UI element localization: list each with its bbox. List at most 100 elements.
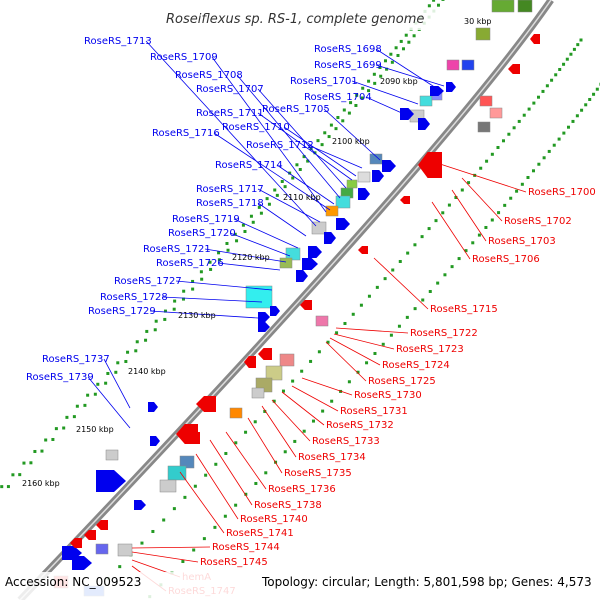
- track-dot-inner: [434, 219, 438, 223]
- track-dot-inner: [224, 451, 228, 455]
- track-dot-outer: [404, 33, 408, 37]
- forward-gene-arrow: [324, 232, 336, 244]
- track-dot-inner: [253, 420, 257, 424]
- gene-feature-box: [179, 455, 195, 469]
- gene-feature-box: [517, 0, 533, 13]
- track-dot-inner: [541, 89, 545, 93]
- track-dot-inner: [343, 321, 347, 325]
- track-dot-outer: [182, 289, 186, 293]
- track-dot-inner2: [283, 450, 287, 454]
- track-dot-outer2: [320, 143, 324, 147]
- track-dot-inner: [367, 294, 371, 298]
- gene-feature-box: [475, 27, 491, 41]
- track-dot-outer2: [396, 53, 400, 57]
- track-dot-outer2: [441, 0, 445, 1]
- reverse-label-line: [271, 399, 311, 442]
- track-dot-outer: [199, 270, 203, 274]
- reverse-label-line: [439, 163, 527, 193]
- gene-features: [53, 0, 540, 597]
- track-dot-outer: [432, 0, 436, 2]
- track-dot-inner: [447, 203, 451, 207]
- track-dot-outer: [273, 188, 277, 192]
- track-dot-inner: [375, 285, 379, 289]
- track-dot-outer: [154, 319, 158, 323]
- track-dot-inner: [467, 181, 471, 185]
- track-dot-inner: [550, 78, 554, 82]
- track-dot-inner: [517, 119, 521, 123]
- forward-gene-label: RoseRS_1709: [150, 52, 218, 63]
- track-dot-inner: [579, 38, 583, 42]
- forward-label-line: [351, 80, 419, 105]
- forward-gene-label: RoseRS_1714: [215, 160, 283, 171]
- track-dot-outer2: [62, 426, 66, 430]
- track-dot-outer2: [243, 229, 247, 233]
- reverse-gene-label: RoseRS_1706: [472, 254, 540, 265]
- forward-label-line: [307, 144, 363, 169]
- track-dot-outer2: [347, 111, 351, 115]
- gene-feature-box: [335, 195, 351, 209]
- reverse-label-line: [247, 417, 283, 474]
- track-dot-inner: [441, 211, 445, 215]
- forward-gene-arrow: [72, 556, 92, 570]
- track-dot-outer2: [51, 437, 55, 441]
- reverse-gene-arrow: [244, 356, 256, 368]
- track-dot-outer: [399, 39, 403, 43]
- gene-feature-box: [285, 247, 301, 261]
- forward-gene-arrow: [336, 218, 350, 230]
- track-dot-inner: [532, 101, 536, 105]
- track-dot-outer: [225, 241, 229, 245]
- reverse-label-line: [329, 337, 381, 366]
- track-dot-inner: [454, 195, 458, 199]
- kbp-label: 2090 kbp: [380, 77, 418, 86]
- map-title: Roseiflexus sp. RS-1, complete genome: [166, 12, 424, 27]
- gene-feature-box: [279, 257, 293, 269]
- track-dot-outer: [394, 46, 398, 50]
- track-dot-outer2: [306, 159, 310, 163]
- track-dot-inner: [183, 495, 187, 499]
- track-dot-inner: [507, 132, 511, 136]
- reverse-gene-arrow: [70, 538, 82, 548]
- track-dot-outer2: [18, 473, 22, 477]
- track-dot-inner: [281, 389, 285, 393]
- track-dot-outer2: [283, 185, 287, 189]
- reverse-gene-arrow: [358, 246, 368, 254]
- kbp-label: 2110 kbp: [283, 193, 321, 202]
- forward-gene-arrow: [148, 402, 158, 412]
- track-dot-inner: [479, 166, 483, 170]
- forward-gene-label: RoseRS_1707: [196, 84, 264, 95]
- gene-feature-box: [167, 465, 187, 481]
- reverse-gene-arrow: [418, 152, 442, 178]
- kbp-label: 2130 kbp: [178, 311, 216, 320]
- gene-feature-box: [95, 543, 109, 555]
- track-dot-inner: [512, 126, 516, 130]
- track-dot-outer: [329, 123, 333, 127]
- reverse-gene-arrow: [196, 396, 216, 412]
- track-dot-inner2: [202, 537, 206, 541]
- track-dot-inner2: [356, 370, 360, 374]
- forward-label-line: [87, 376, 131, 429]
- track-dot-inner: [527, 107, 531, 111]
- track-dot-inner: [335, 331, 339, 335]
- forward-gene-label: RoseRS_1708: [175, 70, 243, 81]
- reverse-gene-label: RoseRS_1703: [488, 236, 556, 247]
- track-dot-outer: [336, 115, 340, 119]
- track-dot-inner2: [542, 156, 546, 160]
- gene-labels: RoseRS_1713 RoseRS_1709 RoseRS_1708 RoseRS_…: [26, 36, 596, 597]
- reverse-label-line: [195, 453, 239, 520]
- reverse-label-line: [333, 333, 395, 350]
- track-dot-outer2: [412, 34, 416, 38]
- forward-gene-arrow: [358, 188, 370, 200]
- track-dot-inner: [413, 243, 417, 247]
- track-dot-inner2: [477, 233, 481, 237]
- track-dot-inner: [140, 541, 144, 545]
- forward-gene-arrow: [308, 246, 322, 258]
- gene-feature-box: [489, 107, 503, 119]
- reverse-label-line: [179, 471, 225, 534]
- track-dot-inner: [496, 145, 500, 149]
- track-dot-inner2: [520, 182, 524, 186]
- track-dot-inner2: [575, 114, 579, 118]
- track-dot-outer2: [275, 193, 279, 197]
- forward-label-line: [145, 40, 317, 227]
- track-dot-inner: [485, 159, 489, 163]
- reverse-label-line: [335, 327, 409, 334]
